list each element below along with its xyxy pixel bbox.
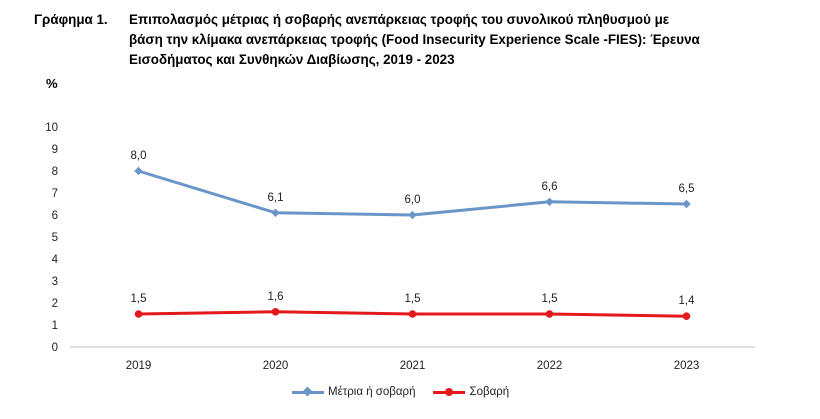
data-label: 1,5 xyxy=(542,293,558,305)
y-tick-label: 0 xyxy=(52,342,58,354)
y-tick-label: 3 xyxy=(52,276,58,288)
data-point xyxy=(134,310,143,318)
data-label: 6,1 xyxy=(268,192,284,204)
data-point xyxy=(408,310,417,318)
caption-text: Επιπολασμός μέτριας ή σοβαρής ανεπάρκεια… xyxy=(129,10,789,70)
data-point xyxy=(408,210,417,220)
y-tick-label: 9 xyxy=(52,144,58,156)
data-point xyxy=(682,199,691,209)
data-label: 1,5 xyxy=(405,293,421,305)
x-tick-label: 2021 xyxy=(400,360,426,372)
legend-label: Σοβαρή xyxy=(469,386,510,398)
y-tick-label: 4 xyxy=(52,254,59,266)
data-point xyxy=(545,197,554,206)
chart-legend: Μέτρια ή σοβαρή Σοβαρή xyxy=(292,386,527,398)
y-tick-label: 5 xyxy=(52,232,58,244)
legend-swatch-circle-icon xyxy=(433,387,466,397)
legend-label: Μέτρια ή σοβαρή xyxy=(328,386,416,398)
series-line-moderate-or-severe xyxy=(138,169,687,217)
data-label: 8,0 xyxy=(131,150,147,162)
x-tick-label: 2019 xyxy=(126,360,152,372)
data-point xyxy=(271,308,280,316)
y-axis-unit-label: % xyxy=(46,76,58,91)
caption-line: βάση την κλίμακα ανεπάρκειας τροφής (Foo… xyxy=(129,32,700,47)
data-point xyxy=(271,208,280,217)
data-label: 6,0 xyxy=(405,194,421,206)
x-tick-label: 2020 xyxy=(263,360,289,372)
y-tick-label: 10 xyxy=(45,122,58,134)
data-label: 6,5 xyxy=(679,183,695,195)
y-tick-label: 1 xyxy=(52,320,58,332)
caption-number: Γράφημα 1. xyxy=(34,12,108,27)
y-tick-label: 7 xyxy=(52,188,58,200)
data-label: 1,4 xyxy=(679,295,696,307)
data-label: 1,6 xyxy=(268,291,284,303)
data-point xyxy=(545,310,554,318)
caption-line: Εισοδήματος και Συνθηκών Διαβίωσης, 2019… xyxy=(129,52,455,67)
y-tick-label: 2 xyxy=(52,298,58,310)
x-tick-label: 2023 xyxy=(674,360,700,372)
legend-item-moderate-or-severe: Μέτρια ή σοβαρή xyxy=(292,386,415,398)
legend-swatch-diamond-icon xyxy=(292,387,324,397)
x-tick-label: 2022 xyxy=(537,360,563,372)
y-tick-label: 8 xyxy=(52,166,58,178)
data-point xyxy=(134,166,143,176)
y-tick-label: 6 xyxy=(52,210,58,222)
legend-item-severe: Σοβαρή xyxy=(433,386,509,398)
data-label: 1,5 xyxy=(131,293,147,305)
data-point xyxy=(682,312,691,321)
data-label: 6,6 xyxy=(542,181,558,193)
caption-line: Επιπολασμός μέτριας ή σοβαρής ανεπάρκεια… xyxy=(129,12,670,27)
